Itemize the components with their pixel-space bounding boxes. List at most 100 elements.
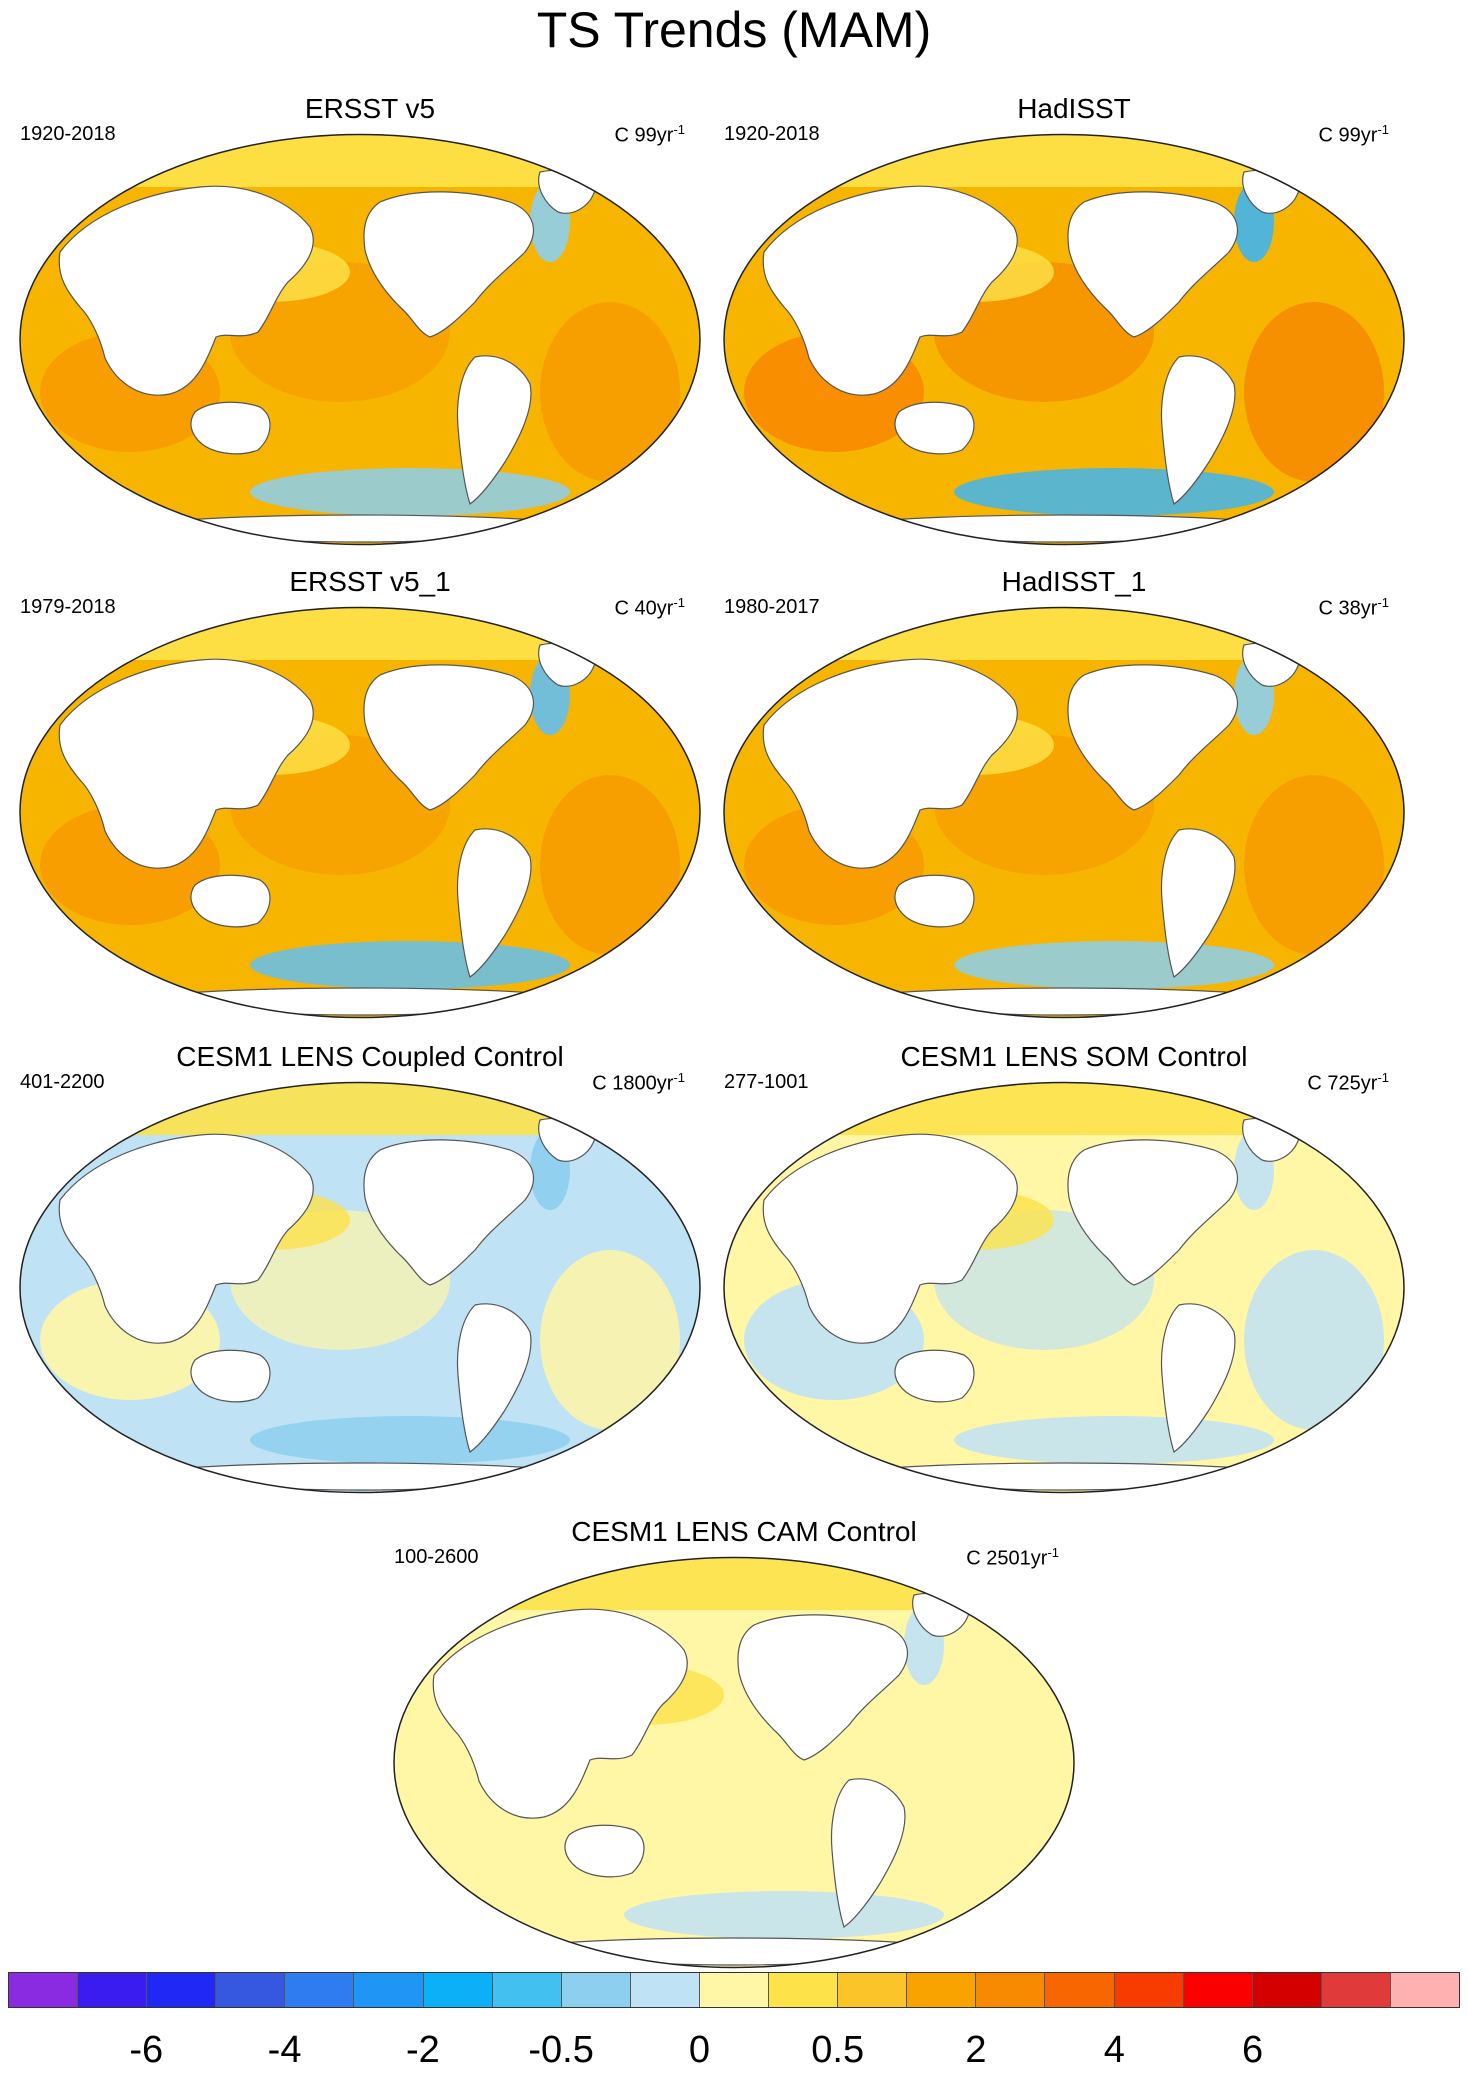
anomaly-blob xyxy=(250,1416,570,1464)
arctic-band xyxy=(724,1082,1404,1135)
arctic-band xyxy=(724,607,1404,660)
panel-units: C 99yr-1 xyxy=(615,118,685,148)
land-mass xyxy=(762,1133,1018,1344)
map-plot xyxy=(19,133,701,546)
colorbar-box xyxy=(1183,1973,1253,2007)
panel-units-exponent: -1 xyxy=(673,595,685,610)
colorbar-box xyxy=(423,1973,493,2007)
arctic-band xyxy=(394,1557,1074,1610)
land-mass xyxy=(58,658,314,869)
panel-units-exponent: -1 xyxy=(673,1070,685,1085)
panel-years: 1980-2017 xyxy=(724,596,820,618)
map-plot xyxy=(723,133,1405,546)
map-panel-ersst-v5-1: ERSST v5_1 1979-2018 C 40yr-1 xyxy=(10,565,730,1020)
map-border xyxy=(723,133,1405,546)
colorbar-box xyxy=(354,1973,424,2007)
map-border xyxy=(19,606,701,1019)
map-field xyxy=(394,1557,1074,1968)
map-border xyxy=(723,1081,1405,1494)
anomaly-blob xyxy=(624,1891,944,1939)
panel-years: 277-1001 xyxy=(724,1071,809,1093)
anomaly-blob xyxy=(1244,302,1384,482)
colorbar-box xyxy=(78,1973,148,2007)
anomaly-blob xyxy=(540,302,680,482)
panel-units: C 40yr-1 xyxy=(615,591,685,621)
arctic-band xyxy=(20,134,700,187)
panel-title: CESM1 LENS SOM Control xyxy=(900,1041,1248,1072)
anomaly-blob xyxy=(250,941,570,989)
land-mass xyxy=(432,1608,688,1819)
colorbar-box xyxy=(1321,1973,1391,2007)
panel-title: ERSST v5 xyxy=(304,93,436,124)
land-mass xyxy=(456,1303,532,1453)
panel-years: 1920-2018 xyxy=(724,123,820,145)
map-panel-hadisst-1: HadISST_1 1980-2017 C 38yr-1 xyxy=(714,565,1434,1020)
land-mass xyxy=(762,185,1018,396)
colorbar-tick-label: 0 xyxy=(688,2029,710,2071)
land-mass xyxy=(1067,664,1238,811)
map-field xyxy=(20,607,700,1018)
land-mass xyxy=(1067,191,1238,338)
map-panel-cesm1-som-control: CESM1 LENS SOM Control 277-1001 C 725yr-1 xyxy=(714,1040,1434,1495)
panel-title: CESM1 LENS Coupled Control xyxy=(176,1041,564,1072)
anomaly-blob xyxy=(540,775,680,955)
map-panel-cesm1-coupled-control: CESM1 LENS Coupled Control 401-2200 C 1800… xyxy=(10,1040,730,1495)
colorbar-box xyxy=(1252,1973,1322,2007)
colorbar-tick-label: 2 xyxy=(965,2029,987,2071)
panel-units-label: C 99yr xyxy=(1318,124,1378,147)
colorbar-box xyxy=(1390,1973,1459,2007)
colorbar-tick-label: -2 xyxy=(405,2029,440,2071)
colorbar-box xyxy=(838,1973,908,2007)
land-mass xyxy=(456,355,532,505)
map-plot xyxy=(393,1556,1075,1969)
map-panel-hadisst: HadISST 1920-2018 C 99yr-1 xyxy=(714,92,1434,547)
colorbar-box xyxy=(1045,1973,1115,2007)
figure-title: TS Trends (MAM) xyxy=(536,2,932,58)
panel-years: 1920-2018 xyxy=(20,123,116,145)
land-mass xyxy=(190,401,271,455)
panel-title: HadISST_1 xyxy=(1001,566,1147,597)
panel-title: ERSST v5_1 xyxy=(289,566,451,597)
panel-units: C 2501yr-1 xyxy=(966,1541,1059,1571)
colorbar-box xyxy=(561,1973,631,2007)
panel-years: 1979-2018 xyxy=(20,596,116,618)
arctic-band xyxy=(724,134,1404,187)
land-mass xyxy=(1160,828,1236,978)
colorbar-tick-label: 0.5 xyxy=(811,2029,865,2071)
map-plot xyxy=(19,606,701,1019)
panel-units-exponent: -1 xyxy=(1377,122,1389,137)
land-mass xyxy=(139,514,581,543)
anomaly-blob xyxy=(954,1416,1274,1464)
land-mass xyxy=(843,1462,1285,1491)
arctic-band xyxy=(20,607,700,660)
map-plot xyxy=(723,606,1405,1019)
panel-units-exponent: -1 xyxy=(673,122,685,137)
map-field xyxy=(724,607,1404,1018)
colorbar-box xyxy=(285,1973,355,2007)
colorbar-box xyxy=(907,1973,977,2007)
land-mass xyxy=(762,658,1018,869)
colorbar-tick-label: -4 xyxy=(267,2029,302,2071)
colorbar-box xyxy=(1114,1973,1184,2007)
colorbar-tick-label: 6 xyxy=(1241,2029,1264,2071)
colorbar-box xyxy=(492,1973,562,2007)
land-mass xyxy=(843,514,1285,543)
land-mass xyxy=(58,1133,314,1344)
land-mass xyxy=(139,1462,581,1491)
land-mass xyxy=(139,987,581,1016)
anomaly-blob xyxy=(540,1250,680,1430)
land-mass xyxy=(830,1778,906,1928)
panel-units-exponent: -1 xyxy=(1377,595,1389,610)
map-plot xyxy=(723,1081,1405,1494)
land-mass xyxy=(843,987,1285,1016)
map-field xyxy=(20,134,700,545)
colorbar-box xyxy=(769,1973,839,2007)
land-mass xyxy=(894,1349,975,1403)
map-border xyxy=(19,1081,701,1494)
anomaly-blob xyxy=(954,468,1274,516)
colorbar-box xyxy=(976,1973,1046,2007)
colorbar-box xyxy=(216,1973,286,2007)
colorbar-tick-label: 4 xyxy=(1103,2029,1125,2071)
map-field xyxy=(724,1082,1404,1493)
land-mass xyxy=(363,1139,534,1286)
